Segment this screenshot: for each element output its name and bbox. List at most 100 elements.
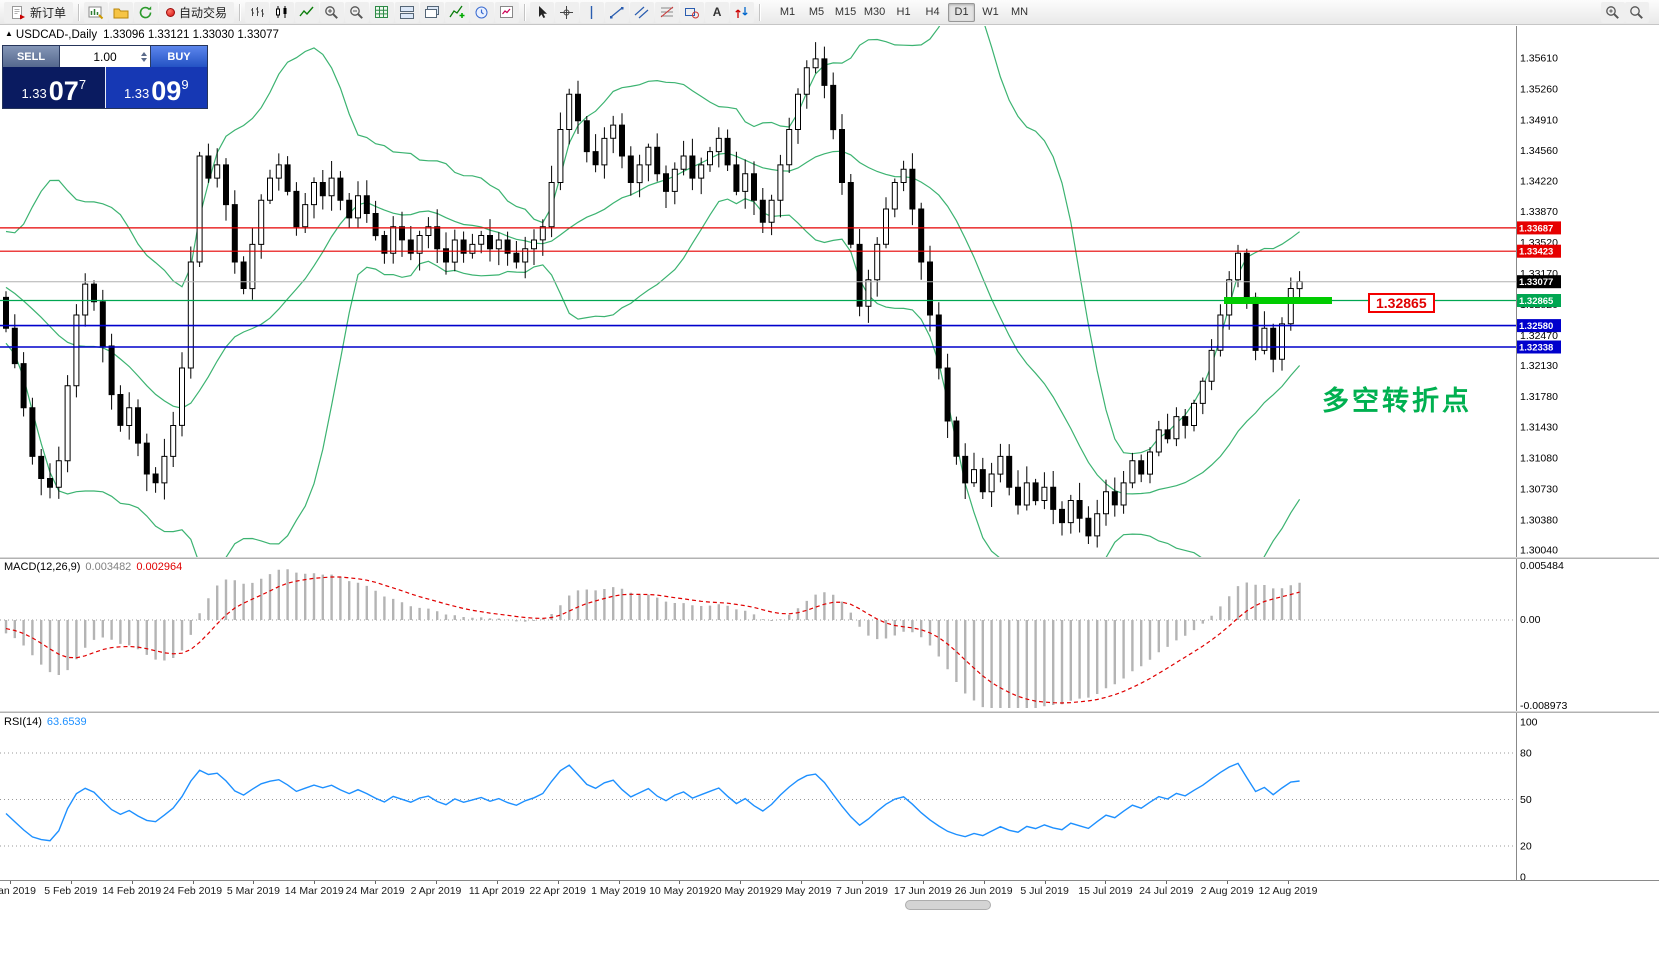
shapes-button[interactable] (680, 1, 705, 23)
buy-price[interactable]: 1.33 09 9 (105, 67, 207, 108)
fibonacci-button[interactable] (655, 1, 680, 23)
toolbar-separator (78, 3, 80, 21)
sell-button[interactable]: SELL (3, 46, 60, 67)
svg-text:1.35610: 1.35610 (1520, 53, 1558, 65)
rsi-value: 63.6539 (46, 716, 87, 728)
zoom-out-button[interactable] (345, 1, 370, 23)
zoom-in-icon (325, 5, 338, 19)
buy-button[interactable]: BUY (150, 46, 207, 67)
timeframe-toolbar: M1 M5 M15 M30 H1 H4 D1 W1 MN (773, 2, 1034, 22)
svg-text:1.33077: 1.33077 (1519, 277, 1553, 288)
timeframe-h4-button[interactable]: H4 (925, 6, 940, 18)
timeframe-m5-button[interactable]: M5 (808, 6, 825, 18)
macd-panel[interactable]: 0.005484 0.00 -0.008973 (0, 559, 1659, 711)
search-icon (1606, 5, 1619, 19)
panel-separ ator[interactable] (0, 557, 1659, 559)
price-chart-panel[interactable]: 1.35610 1.35260 1.34910 1.34560 1.34220 1.338… (0, 26, 1659, 557)
one-click-trading-panel: SELL 1.00 BUY 1.33 07 7 1.33 09 9 (2, 45, 208, 109)
sell-price[interactable]: 1.33 07 7 (3, 67, 106, 108)
stepper-down-icon[interactable] (141, 58, 147, 65)
arrows-icon (735, 6, 748, 18)
arrows-button[interactable] (730, 1, 755, 23)
template-button[interactable] (495, 1, 520, 23)
date-label: 24 Mar 2019 (345, 885, 405, 897)
svg-text:0.005484: 0.005484 (1520, 560, 1564, 572)
text-tool-icon: A (712, 5, 722, 19)
axis-tick (253, 881, 255, 884)
date-label: 26 Jun 2019 (954, 885, 1013, 897)
crosshair-button[interactable] (555, 1, 580, 23)
zoom-in-button[interactable] (320, 1, 345, 23)
autotrading-button[interactable]: 自动交易 (159, 1, 235, 23)
timeframe-d1-button[interactable]: D1 (948, 2, 976, 22)
macd-label: MACD(12,26,9) 0.003482 0.002964 (4, 561, 182, 573)
svg-text:1.34560: 1.34560 (1520, 145, 1558, 157)
refresh-button[interactable] (134, 1, 159, 23)
trendline-button[interactable] (605, 1, 630, 23)
stepper-up-icon[interactable] (141, 49, 147, 56)
crosshair-icon (560, 5, 574, 19)
line-chart-icon (299, 6, 314, 16)
ohlc-text: 1.33096 1.33121 1.33030 1.33077 (103, 29, 279, 41)
sell-price-big: 07 (48, 76, 79, 106)
line-chart-button[interactable] (295, 1, 320, 23)
cascade-windows-icon (425, 5, 440, 18)
timeframe-mn-button[interactable]: MN (1010, 6, 1029, 18)
timeframe-h1-button[interactable]: H1 (896, 6, 911, 18)
bar-chart-button[interactable] (245, 1, 270, 23)
grid-icon (375, 5, 389, 18)
timeframe-m15-button[interactable]: M15 (834, 6, 857, 18)
svg-text:1.32865: 1.32865 (1519, 296, 1554, 307)
turning-point-annotation[interactable]: 多空转折点 (1322, 386, 1472, 416)
timeframe-m30-button[interactable]: M30 (863, 6, 886, 18)
svg-text:1.30040: 1.30040 (1520, 545, 1558, 557)
svg-text:0.00: 0.00 (1520, 614, 1541, 626)
text-button[interactable]: A (705, 1, 730, 23)
horizontal-scrollbar[interactable] (0, 899, 1659, 912)
profiles-button[interactable] (109, 1, 134, 23)
date-label: 10 May 2019 (649, 885, 710, 897)
channel-button[interactable] (630, 1, 655, 23)
rsi-panel[interactable]: 100 80 50 20 0 (0, 713, 1659, 880)
new-chart-button[interactable] (84, 1, 109, 23)
axis-tick (436, 881, 437, 884)
volume-input[interactable]: 1.00 (60, 46, 150, 67)
cursor-button[interactable] (530, 1, 555, 23)
svg-text:1.30730: 1.30730 (1520, 484, 1558, 496)
axis-tick (314, 881, 316, 884)
cascade-windows-button[interactable] (420, 1, 445, 23)
axis-tick (922, 881, 924, 884)
axis-tick (70, 881, 72, 884)
profiles-icon (113, 8, 129, 18)
magnifier-button[interactable] (1625, 1, 1649, 23)
date-label: 5 Feb 2019 (44, 885, 98, 897)
axis-tick (1227, 881, 1229, 884)
vertical-line-button[interactable] (580, 1, 605, 23)
search-button[interactable] (1601, 1, 1625, 23)
price-annotation-box[interactable]: 1.32865 (1368, 293, 1435, 313)
svg-text:1.33423: 1.33423 (1519, 247, 1553, 258)
candlestick-chart-icon (276, 5, 287, 18)
period-button[interactable] (470, 1, 495, 23)
add-indicator-button[interactable] (445, 1, 470, 23)
volume-stepper[interactable] (141, 49, 147, 65)
panel-separator[interactable] (0, 711, 1659, 713)
collapse-triangle-icon[interactable]: ▲ (5, 29, 13, 38)
axis-tick (983, 881, 985, 884)
axis-tick (557, 881, 559, 884)
tile-windows-button[interactable] (395, 1, 420, 23)
grid-button[interactable] (370, 1, 395, 23)
new-order-button[interactable]: 新订单 (4, 1, 74, 23)
axis-tick (131, 881, 133, 884)
shapes-icon (685, 7, 700, 18)
scrollbar-thumb[interactable] (905, 900, 991, 910)
svg-text:-0.008973: -0.008973 (1520, 700, 1567, 711)
new-order-label: 新订单 (30, 5, 67, 20)
macd-signal-value: 0.002964 (136, 561, 183, 573)
timeframe-m1-button[interactable]: M1 (779, 6, 796, 18)
candlestick-chart-button[interactable] (270, 1, 295, 23)
timeframe-w1-button[interactable]: W1 (982, 6, 999, 18)
axis-tick (496, 881, 498, 884)
